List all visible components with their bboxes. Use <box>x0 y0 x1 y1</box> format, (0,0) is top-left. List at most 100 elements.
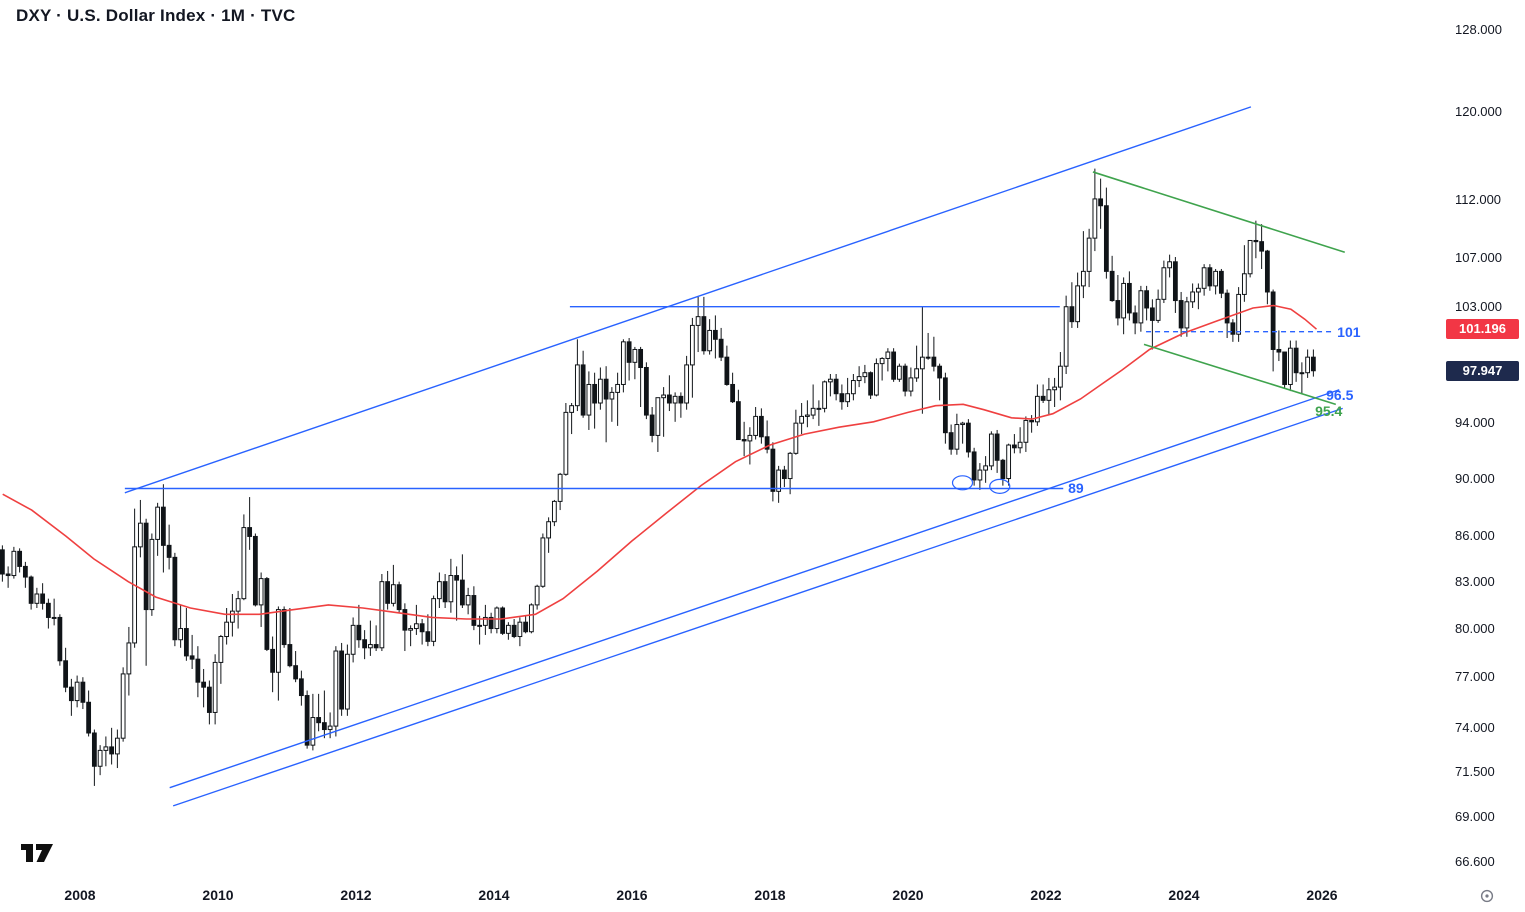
candle-body <box>212 661 218 713</box>
highlight-ellipse[interactable] <box>989 478 1011 494</box>
candle-body <box>712 329 718 340</box>
candle-body <box>1080 270 1086 287</box>
candle-body <box>149 538 155 611</box>
x-axis-label: 2010 <box>202 887 234 903</box>
candle-body <box>1282 351 1288 385</box>
candle-body <box>86 701 92 734</box>
candle-body <box>28 576 34 604</box>
x-axis-label: 2018 <box>754 887 786 903</box>
candle-body <box>931 356 937 367</box>
falling-green-channel-lower[interactable] <box>1143 343 1337 406</box>
candle-body <box>34 593 40 604</box>
candle-body <box>109 746 115 755</box>
candle-body <box>11 550 17 577</box>
candle-body <box>114 737 120 755</box>
y-axis-label: 74.000 <box>1455 719 1495 735</box>
candle-body <box>718 338 724 358</box>
y-axis-label: 80.000 <box>1455 620 1495 636</box>
candle-body <box>643 367 649 416</box>
candle-body <box>1126 282 1132 314</box>
candle-body <box>126 642 132 675</box>
candle-body <box>448 575 454 603</box>
tradingview-logo[interactable] <box>16 838 60 864</box>
candle-body <box>275 609 281 673</box>
candle-body <box>902 365 908 392</box>
x-axis-label: 2014 <box>478 887 510 903</box>
candle-body <box>74 681 80 702</box>
trendline-label: 95.4 <box>1315 403 1343 420</box>
candle-body <box>235 598 241 612</box>
candle-body <box>172 556 178 641</box>
x-axis-label: 2012 <box>340 887 372 903</box>
candle-body <box>367 644 373 649</box>
rising-support-line-1[interactable] <box>169 389 1340 789</box>
candle-body <box>626 341 632 363</box>
candle-body <box>40 593 46 604</box>
candle-body <box>776 469 782 492</box>
candle-body <box>103 746 109 751</box>
candle-body <box>1011 444 1017 449</box>
candle-body <box>528 604 534 633</box>
candle-body <box>178 628 184 641</box>
candle-body <box>1034 395 1040 423</box>
candle-body <box>350 624 356 655</box>
candle-body <box>810 407 816 416</box>
candle-body <box>666 394 672 404</box>
rising-support-line-2[interactable] <box>172 407 1343 807</box>
candle-body <box>356 624 362 641</box>
candle-body <box>132 546 138 644</box>
candle-body <box>247 527 253 537</box>
candle-body <box>988 433 994 467</box>
candle-body <box>298 678 304 697</box>
candle-body <box>327 725 333 731</box>
candle-body <box>678 395 684 404</box>
candle-body <box>1092 198 1098 239</box>
candle-body <box>695 316 701 326</box>
candles-layer <box>0 168 1316 786</box>
time-axis[interactable]: 2008 2010 2012 2014 2016 2018 2020 2022 2024 2026 <box>0 884 1445 912</box>
candle-body <box>764 436 770 450</box>
candle-body <box>707 329 713 352</box>
candle-body <box>0 549 5 575</box>
candle-body <box>574 364 580 407</box>
symbol-title[interactable]: DXY · U.S. Dollar Index · 1M · TVC <box>16 6 296 25</box>
y-axis-label: 66.600 <box>1455 854 1495 869</box>
price-axis[interactable]: 128.000 120.000 112.000 107.000 103.000 94.00… <box>1445 0 1525 884</box>
moving-average-line[interactable] <box>2 304 1318 620</box>
candle-body <box>672 395 678 404</box>
candle-body <box>402 609 408 631</box>
candle-body <box>563 411 569 475</box>
x-axis-label: 2020 <box>892 887 924 903</box>
candle-body <box>339 650 345 710</box>
y-axis-label: 120.000 <box>1455 104 1502 120</box>
candle-body <box>1305 356 1311 374</box>
tradingview-logo-glyph-1 <box>21 844 33 862</box>
candle-body <box>1052 386 1058 391</box>
candle-body <box>373 644 379 649</box>
candle-body <box>155 506 161 540</box>
candle-body <box>1029 419 1035 423</box>
candle-body <box>270 648 276 673</box>
candle-body <box>793 422 799 454</box>
candle-body <box>51 616 57 619</box>
y-axis-label: 86.000 <box>1455 528 1495 544</box>
candle-body <box>833 378 839 395</box>
candle-body <box>839 393 845 403</box>
last-price-badge: 97.947 <box>1446 360 1519 381</box>
y-axis-label: 71.500 <box>1455 763 1495 779</box>
candle-body <box>45 602 51 618</box>
rising-channel-upper-line[interactable] <box>124 106 1252 494</box>
highlight-ellipse[interactable] <box>951 475 974 491</box>
candle-body <box>120 673 126 739</box>
scale-settings-icon[interactable] <box>1479 888 1495 904</box>
candle-body <box>954 424 960 450</box>
x-axis-label: 2024 <box>1168 887 1200 903</box>
candle-body <box>592 383 598 404</box>
falling-green-channel-upper[interactable] <box>1092 171 1346 254</box>
candle-body <box>1075 285 1081 323</box>
candle-body <box>425 631 431 642</box>
candle-body <box>1161 267 1167 300</box>
candle-body <box>937 365 943 379</box>
trendline-label: 89 <box>1068 480 1084 497</box>
